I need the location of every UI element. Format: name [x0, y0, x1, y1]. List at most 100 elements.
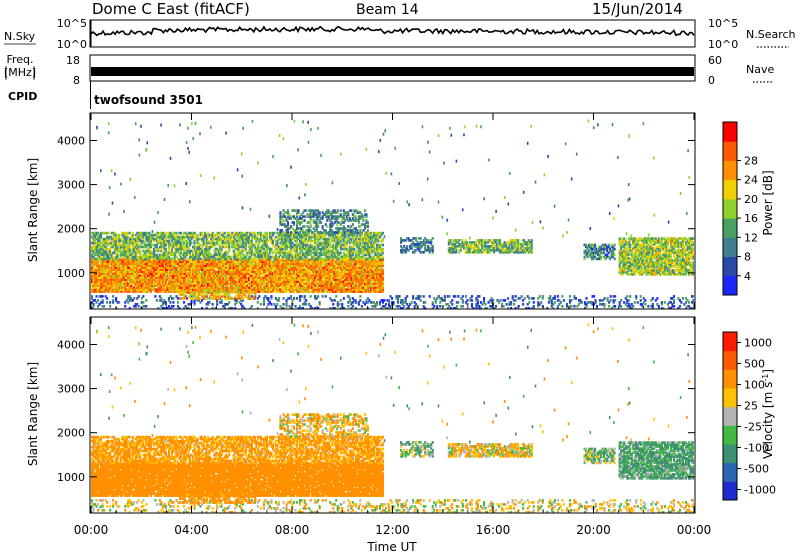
power-cell	[235, 247, 238, 251]
power-cell	[139, 286, 142, 289]
power-cell	[142, 239, 145, 243]
power-cell	[226, 284, 229, 287]
power-cell	[264, 251, 267, 255]
power-cell	[268, 237, 271, 241]
power-cell	[264, 272, 267, 275]
power-cell	[284, 260, 287, 264]
power-cell	[148, 247, 151, 251]
power-cell	[335, 241, 338, 245]
noise-right-tick-bottom: 10^0	[708, 38, 738, 51]
power-cell	[336, 237, 339, 241]
power-cell	[238, 284, 241, 287]
power-cell	[115, 286, 118, 289]
power-cell	[294, 235, 297, 239]
power-cell	[133, 247, 136, 251]
power-cell	[297, 255, 300, 259]
power-cell	[107, 290, 110, 293]
power-cell	[351, 276, 354, 279]
power-cell	[234, 255, 237, 259]
power-cell	[314, 264, 317, 267]
power-cell	[321, 262, 324, 266]
power-cell	[287, 270, 290, 273]
power-cell	[163, 274, 166, 277]
power-cell	[184, 280, 187, 283]
power-cell	[125, 276, 128, 279]
power-cell	[119, 237, 122, 241]
power-cell	[302, 260, 305, 264]
power-cell	[300, 288, 303, 291]
power-cell	[241, 243, 244, 247]
power-cell	[210, 266, 213, 269]
power-cell	[217, 280, 220, 283]
power-cell	[362, 284, 365, 287]
power-cell	[100, 280, 103, 283]
power-cell	[210, 260, 213, 264]
power-cell	[241, 249, 244, 253]
power-cell	[214, 241, 217, 245]
power-cell	[305, 286, 308, 289]
power-cell	[219, 231, 222, 235]
power-cell	[273, 266, 276, 269]
power-cell	[345, 272, 348, 275]
power-cell	[252, 274, 255, 277]
power-cell	[160, 241, 163, 245]
power-cell	[255, 241, 258, 245]
power-cell	[122, 272, 125, 275]
power-cell	[362, 241, 365, 245]
power-cell	[380, 290, 383, 293]
power-cell	[350, 280, 353, 283]
power-cell	[235, 239, 238, 243]
power-cell	[296, 253, 299, 257]
power-cell	[142, 266, 145, 269]
power-cell	[119, 288, 122, 291]
power-cell	[192, 233, 195, 237]
power-cell	[356, 286, 359, 289]
power-cell	[173, 262, 176, 266]
power-cell	[160, 284, 163, 287]
power-cell	[133, 270, 136, 273]
power-cell	[124, 235, 127, 239]
power-cell	[195, 288, 198, 291]
power-cell	[353, 266, 356, 269]
power-cell	[326, 282, 329, 285]
power-cell	[259, 270, 262, 273]
power-cell	[300, 257, 303, 261]
power-cell	[380, 264, 383, 267]
power-cell	[342, 257, 345, 261]
power-cell	[152, 286, 155, 289]
power-cell	[157, 276, 160, 279]
power-cell	[347, 262, 350, 266]
power-cell	[287, 266, 290, 269]
power-cell	[344, 264, 347, 267]
power-cell	[211, 264, 214, 267]
power-cell	[178, 268, 181, 271]
power-cell	[377, 284, 380, 287]
power-cell	[179, 249, 182, 253]
power-cell	[284, 282, 287, 285]
power-cell	[321, 231, 324, 235]
power-cell	[225, 255, 228, 259]
power-cell	[374, 284, 377, 287]
power-cell	[98, 268, 101, 271]
power-cell	[157, 260, 160, 264]
power-cell	[277, 266, 280, 269]
power-cell	[169, 284, 172, 287]
power-cell	[293, 290, 296, 293]
power-cell	[217, 270, 220, 273]
power-cell	[308, 247, 311, 251]
power-cell	[357, 251, 360, 255]
power-cell	[312, 251, 315, 255]
power-cell	[98, 241, 101, 245]
power-cell	[302, 262, 305, 266]
power-cell	[308, 280, 311, 283]
nave-label: Nave	[746, 63, 774, 76]
power-cell	[274, 270, 277, 273]
power-cell	[261, 262, 264, 266]
power-cell	[157, 284, 160, 287]
power-cell	[216, 231, 219, 235]
power-cell	[100, 276, 103, 279]
power-cell	[136, 241, 139, 245]
power-cell	[176, 257, 179, 261]
power-cell	[115, 243, 118, 247]
power-cell	[252, 268, 255, 271]
